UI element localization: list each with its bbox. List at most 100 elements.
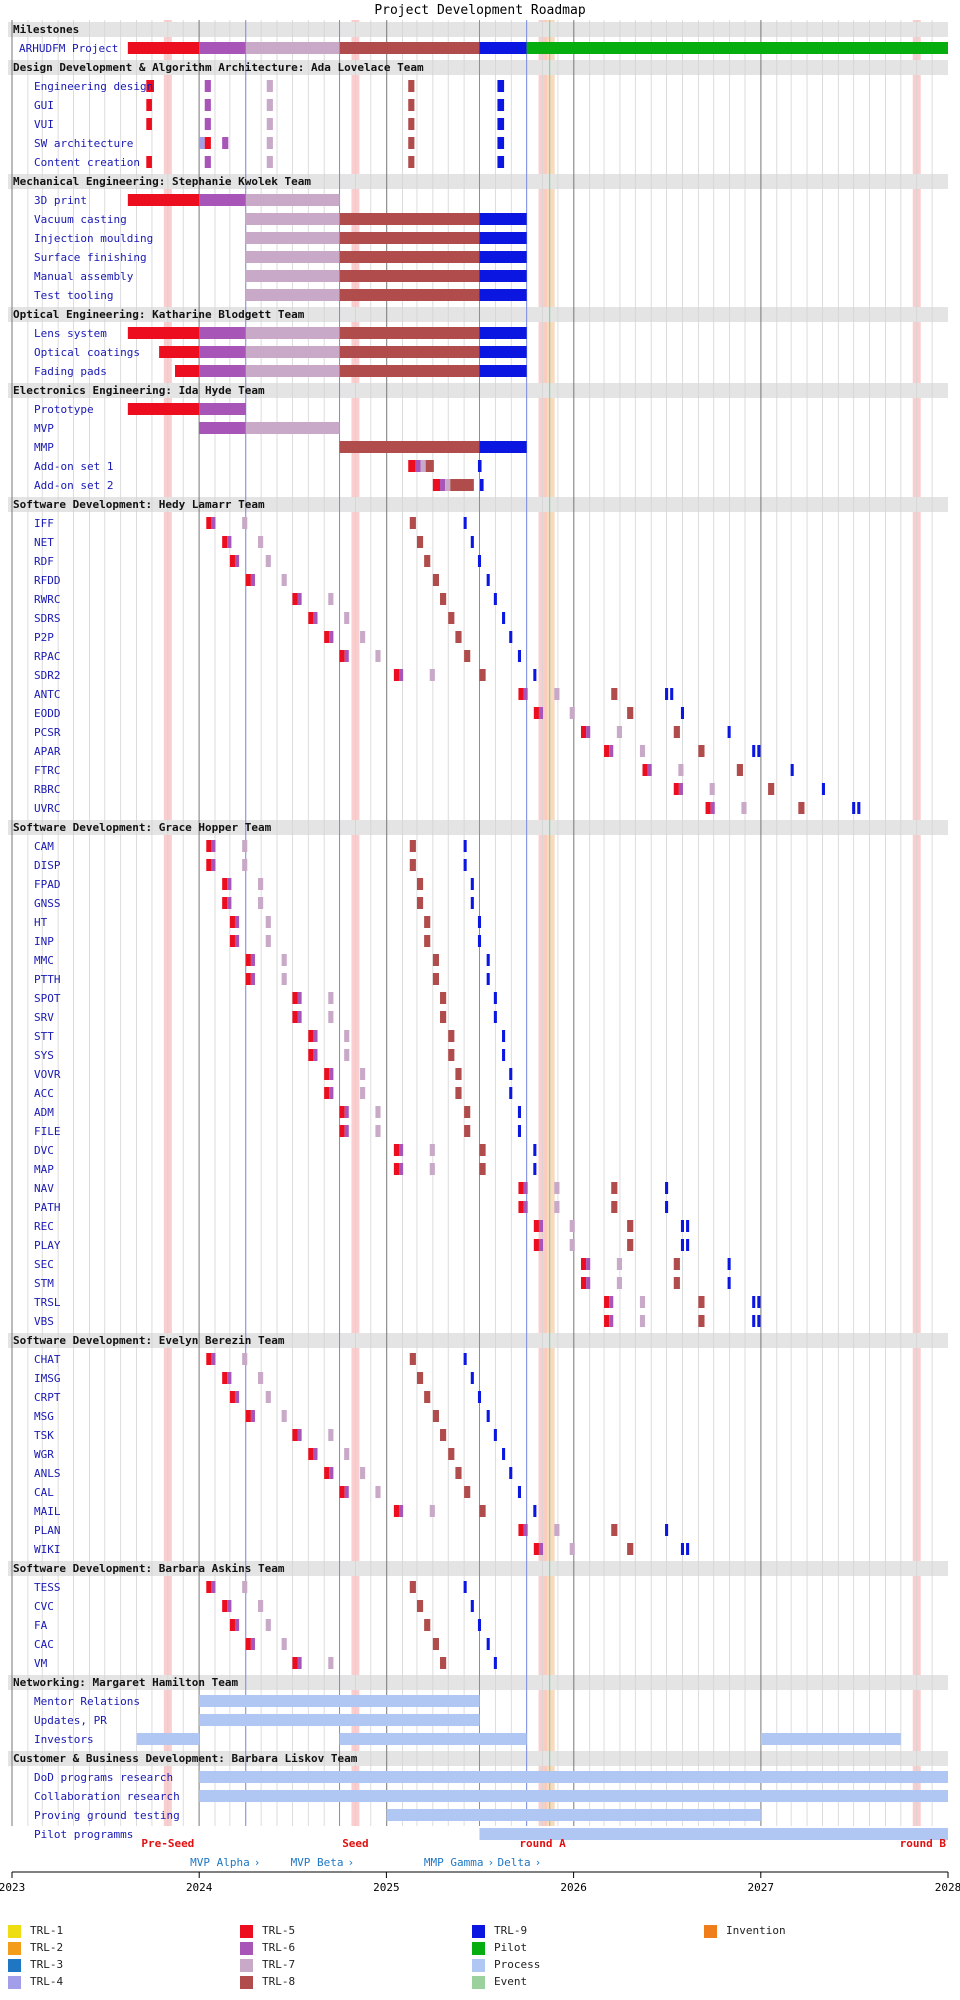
bar-trl-9 bbox=[486, 973, 490, 985]
bar-trl-9 bbox=[680, 707, 685, 719]
legend-label: Invention bbox=[726, 1924, 786, 1937]
row-label: RWRC bbox=[34, 593, 61, 606]
bar-trl-7 bbox=[360, 631, 366, 643]
bar-trl-6 bbox=[297, 1657, 302, 1669]
bar-trl-8 bbox=[409, 859, 416, 871]
section-header-bg bbox=[8, 174, 948, 189]
bar-trl-8 bbox=[424, 916, 431, 928]
bar-trl-9 bbox=[479, 346, 527, 358]
bar-trl-7 bbox=[242, 840, 248, 852]
legend-item: TRL-2 bbox=[8, 1941, 63, 1955]
bar-trl-6 bbox=[344, 1125, 349, 1137]
bar-trl-9 bbox=[533, 1144, 537, 1156]
bar-trl-6 bbox=[609, 1296, 614, 1308]
legend-label: TRL-4 bbox=[30, 1975, 64, 1988]
bar-pilot bbox=[526, 42, 948, 54]
bar-trl-4 bbox=[199, 137, 205, 149]
bar-trl-8 bbox=[448, 1030, 455, 1042]
bar-trl-6 bbox=[538, 1239, 544, 1251]
row-label: ANTC bbox=[34, 688, 61, 701]
bar-trl-9 bbox=[790, 764, 794, 776]
bar-trl-8 bbox=[408, 137, 415, 149]
bar-trl-8 bbox=[440, 1429, 447, 1441]
bar-trl-7 bbox=[281, 1410, 287, 1422]
bar-trl-7 bbox=[258, 897, 264, 909]
bar-trl-8 bbox=[673, 726, 680, 738]
row-label: PLAY bbox=[34, 1239, 61, 1252]
section-header-bg bbox=[8, 60, 948, 75]
bar-trl-6 bbox=[227, 1600, 232, 1612]
bar-trl-5 bbox=[175, 365, 200, 377]
row-label: FILE bbox=[34, 1125, 61, 1138]
funding-event-label: round A bbox=[519, 1837, 566, 1850]
section-header: Software Development: Hedy Lamarr Team bbox=[13, 498, 265, 511]
phase-marker-label: Delta bbox=[498, 1856, 531, 1869]
roadmap-chart: Project Development Roadmap Milestones De… bbox=[0, 3, 960, 1894]
bar-trl-8 bbox=[698, 745, 705, 757]
row-label: CRPT bbox=[34, 1391, 61, 1404]
bar-trl-8 bbox=[698, 1296, 705, 1308]
row-label: Engineering design bbox=[34, 80, 153, 93]
bar-trl-9 bbox=[502, 1448, 506, 1460]
bar-trl-6 bbox=[647, 764, 652, 776]
bar-trl-8 bbox=[424, 1619, 431, 1631]
section-header-bg bbox=[8, 820, 948, 835]
row-label: REC bbox=[34, 1220, 54, 1233]
bar-trl-6 bbox=[297, 1429, 302, 1441]
bar-trl-6 bbox=[440, 479, 446, 491]
row-label: CAC bbox=[34, 1638, 54, 1651]
bar-trl-5 bbox=[393, 1505, 400, 1517]
section-header-bg bbox=[8, 22, 948, 37]
legend-item: TRL-8 bbox=[240, 1975, 295, 1989]
bar-trl-8 bbox=[464, 1486, 471, 1498]
bar-trl-6 bbox=[227, 878, 232, 890]
row-label: PLAN bbox=[34, 1524, 61, 1537]
bar-trl-7 bbox=[281, 574, 287, 586]
legend-swatch bbox=[472, 1941, 485, 1955]
bar-trl-5 bbox=[229, 555, 235, 567]
bar-trl-9 bbox=[477, 935, 482, 947]
row-label: ANLS bbox=[34, 1467, 61, 1480]
bar-trl-7 bbox=[639, 1296, 646, 1308]
bar-trl-6 bbox=[313, 1030, 318, 1042]
bar-trl-9 bbox=[470, 536, 474, 548]
row-label: Mentor Relations bbox=[34, 1695, 140, 1708]
legend-label: Pilot bbox=[494, 1941, 528, 1954]
bar-trl-7 bbox=[639, 745, 646, 757]
bar-trl-5 bbox=[127, 403, 200, 415]
bar-trl-6 bbox=[586, 1258, 591, 1270]
row-label: CAM bbox=[34, 840, 54, 853]
bar-trl-5 bbox=[324, 631, 330, 643]
bar-trl-8 bbox=[416, 536, 424, 548]
row-label: ADM bbox=[34, 1106, 54, 1119]
row-label: RDF bbox=[34, 555, 54, 568]
bar-trl-6 bbox=[199, 365, 246, 377]
row-label: MVP bbox=[34, 422, 54, 435]
bar-trl-6 bbox=[204, 118, 211, 130]
legend-swatch bbox=[240, 1941, 253, 1955]
bar-trl-7 bbox=[420, 460, 426, 472]
bar-trl-8 bbox=[416, 1600, 424, 1612]
bar-trl-9 bbox=[477, 916, 482, 928]
row-label: APAR bbox=[34, 745, 61, 758]
bar-trl-9 bbox=[470, 1600, 474, 1612]
bar-trl-6 bbox=[415, 460, 421, 472]
bar-trl-8 bbox=[409, 1353, 416, 1365]
row-label: DoD programs research bbox=[34, 1771, 173, 1784]
bar-trl-5 bbox=[533, 1220, 539, 1232]
legend-swatch bbox=[8, 1924, 21, 1938]
bar-process bbox=[199, 1695, 480, 1707]
chart-title: Project Development Roadmap bbox=[374, 3, 585, 18]
bar-trl-8 bbox=[339, 327, 480, 339]
row-label: FA bbox=[34, 1619, 48, 1632]
row-label: VBS bbox=[34, 1315, 54, 1328]
bar-trl-9 bbox=[752, 1315, 756, 1327]
bar-trl-7 bbox=[266, 80, 273, 92]
bar-trl-5 bbox=[245, 954, 251, 966]
bar-trl-6 bbox=[211, 1581, 216, 1593]
bar-trl-9 bbox=[502, 1030, 506, 1042]
bar-trl-7 bbox=[245, 194, 340, 206]
bar-trl-8 bbox=[450, 479, 474, 491]
bar-trl-9 bbox=[502, 612, 506, 624]
row-label: EODD bbox=[34, 707, 61, 720]
